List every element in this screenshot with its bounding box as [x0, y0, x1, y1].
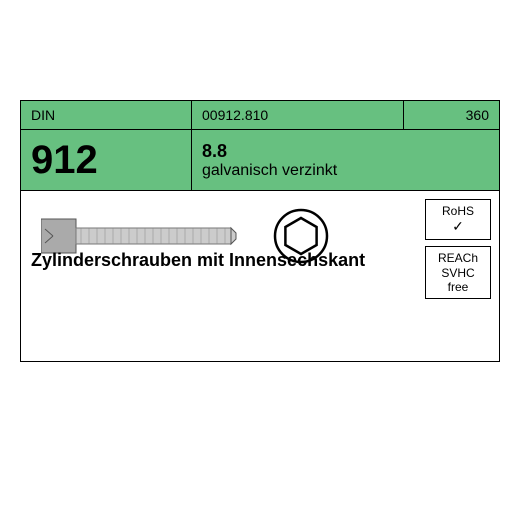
standard-number: 912	[21, 130, 192, 190]
spec-details: 8.8 galvanisch verzinkt	[192, 130, 499, 190]
page-number: 360	[404, 101, 499, 129]
content-box: DIN 00912.810 360 912 8.8 galvanisch ver…	[20, 100, 500, 362]
diagram-row: RoHS ✓ REACh SVHC free Zylinderschrauben…	[21, 191, 499, 291]
reach-line3: free	[430, 280, 486, 294]
spec-row: 912 8.8 galvanisch verzinkt	[21, 130, 499, 191]
check-icon: ✓	[430, 218, 486, 235]
rohs-badge: RoHS ✓	[425, 199, 491, 240]
product-card: DIN 00912.810 360 912 8.8 galvanisch ver…	[0, 0, 520, 520]
strength-class: 8.8	[202, 141, 489, 162]
header-row: DIN 00912.810 360	[21, 101, 499, 130]
reach-badge: REACh SVHC free	[425, 246, 491, 299]
product-title: Zylinderschrauben mit Innensechskant	[31, 250, 365, 271]
coating: galvanisch verzinkt	[202, 162, 489, 180]
standard-label: DIN	[21, 101, 192, 129]
reach-line1: REACh	[430, 251, 486, 265]
product-code: 00912.810	[192, 101, 404, 129]
rohs-label: RoHS	[430, 204, 486, 218]
compliance-badges: RoHS ✓ REACh SVHC free	[425, 199, 491, 299]
reach-line2: SVHC	[430, 266, 486, 280]
